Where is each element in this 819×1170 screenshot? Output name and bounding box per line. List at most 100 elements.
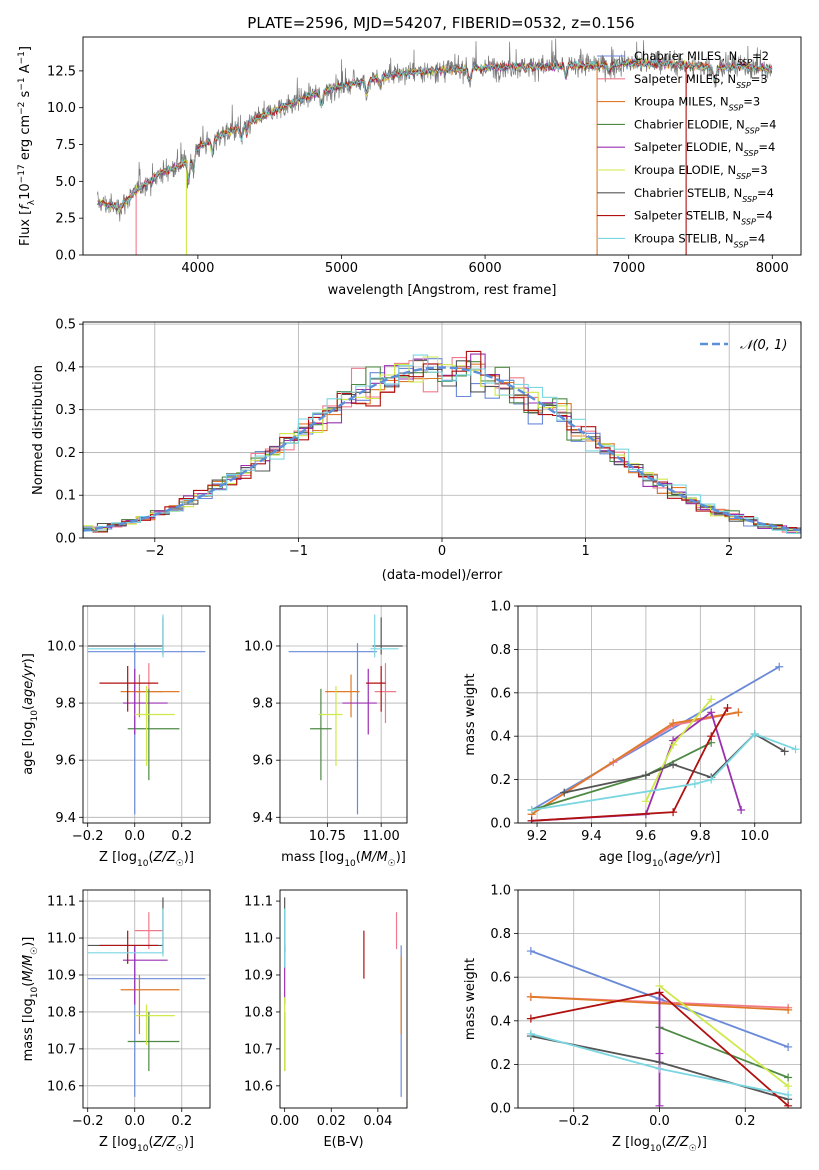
- data-point: [737, 805, 746, 814]
- plot-area-mass-weight-vs-Z: [526, 947, 793, 1108]
- y-tick-label: 9.6: [252, 754, 273, 769]
- y-tick-label: 9.8: [252, 697, 273, 712]
- data-point: [784, 1005, 793, 1014]
- axes-age-vs-Z: −0.2 0.0 0.2 9.4 9.6 9.8 10.0 Z [log10(Z/Z☉)] ag…: [21, 605, 211, 869]
- data-point: [526, 992, 535, 1001]
- legend-nssp: =4: [748, 231, 765, 245]
- data-point: [669, 808, 678, 817]
- data-point: [641, 797, 650, 806]
- data-point: [791, 745, 800, 754]
- data-point: [707, 732, 716, 741]
- y-tick-label: 5.0: [55, 175, 76, 190]
- x-tick-label: 9.4: [581, 829, 602, 844]
- data-point: [707, 708, 716, 717]
- data-point: [655, 1049, 664, 1058]
- x-axis-label: (data-model)/error: [382, 568, 503, 583]
- y-axis-label: Normed distribution: [31, 365, 46, 495]
- x-tick-label: 2: [725, 544, 733, 559]
- data-point: [655, 1101, 664, 1108]
- plot-area-age-vs-mass: [288, 614, 403, 815]
- data-point: [750, 730, 759, 739]
- y-tick-label: 10.6: [244, 1079, 273, 1094]
- data-point: [784, 1090, 793, 1099]
- x-tick-label: 0.0: [124, 829, 145, 844]
- x-tick-label: 9.8: [690, 829, 711, 844]
- legend-label: Salpeter STELIB, NSSP=4: [634, 209, 773, 227]
- data-point: [655, 988, 664, 997]
- legend-label: 𝒩(0, 1): [740, 338, 787, 353]
- x-tick-label: 9.2: [527, 829, 548, 844]
- y-tick-label: 0.0: [490, 817, 511, 832]
- legend-series-name: Chabrier MILES, N: [634, 49, 737, 63]
- x-tick-label: 0.2: [735, 1114, 756, 1129]
- histogram-series: [83, 356, 801, 534]
- legend-label: Salpeter MILES, NSSP=3: [634, 72, 768, 90]
- y-tick-label: 10.9: [244, 968, 273, 983]
- data-point: [527, 805, 536, 814]
- x-tick-label: 0.2: [171, 829, 192, 844]
- y-tick-label: 7.5: [55, 138, 76, 153]
- series-line: [564, 732, 786, 794]
- legend-nssp: =4: [757, 186, 774, 200]
- y-tick-label: 10.7: [244, 1042, 273, 1057]
- legend-series-name: Chabrier ELODIE, N: [634, 117, 745, 131]
- y-tick-label: 10.8: [47, 1005, 76, 1020]
- x-axis-label: E(B-V): [323, 1135, 363, 1150]
- legend-label: Salpeter ELODIE, NSSP=4: [634, 140, 775, 158]
- figure-title: PLATE=2596, MJD=54207, FIBERID=0532, z=0…: [247, 14, 634, 32]
- y-tick-label: 12.5: [47, 64, 76, 79]
- x-tick-label: −0.2: [72, 829, 104, 844]
- data-point: [669, 760, 678, 769]
- y-tick-label: 11.0: [47, 932, 76, 947]
- legend-label: Kroupa MILES, NSSP=3: [634, 95, 760, 113]
- legend-label: Kroupa STELIB, NSSP=4: [634, 231, 765, 249]
- legend-label: Chabrier MILES, NSSP=2: [634, 49, 769, 67]
- y-tick-label: 10.0: [47, 101, 76, 116]
- legend-nssp: =4: [758, 140, 775, 154]
- y-tick-label: 9.4: [55, 811, 76, 826]
- data-point: [723, 703, 732, 712]
- data-point: [669, 719, 678, 728]
- plot-layer: 4000 5000 6000 7000 80000.02.55.07.510.012.5…: [17, 36, 802, 1154]
- y-tick-label: 0.2: [490, 773, 511, 788]
- x-tick-label: 10.75: [309, 829, 346, 844]
- y-tick-label: 0.1: [55, 489, 76, 504]
- plot-area-mass-weight-vs-age: [527, 662, 800, 823]
- x-axis-label: Z [log10(Z/Z☉)]: [99, 850, 194, 869]
- axes-mass-vs-ebv: 0.00 0.02 0.04 10.6 10.7 10.8 10.9 11.0 11.1 E(B-…: [244, 889, 408, 1150]
- y-tick-label: 0.8: [490, 643, 511, 658]
- x-tick-label: 5000: [325, 261, 358, 276]
- legend-label: Chabrier ELODIE, NSSP=4: [634, 117, 776, 135]
- y-tick-label: 9.6: [55, 754, 76, 769]
- data-point: [526, 1014, 535, 1023]
- y-tick-label: 0.0: [55, 532, 76, 547]
- x-tick-label: 7000: [612, 261, 645, 276]
- legend-series-name: Salpeter STELIB, N: [634, 209, 741, 223]
- x-tick-label: 0.2: [171, 1114, 192, 1129]
- legend-nssp: =3: [751, 163, 768, 177]
- x-tick-label: 0.0: [124, 1114, 145, 1129]
- data-point: [527, 816, 536, 823]
- x-tick-label: 11.00: [363, 829, 400, 844]
- data-point: [784, 1082, 793, 1091]
- series-line: [531, 707, 729, 822]
- legend-nssp: =4: [756, 209, 773, 223]
- x-tick-label: 0.0: [649, 1114, 670, 1129]
- axes-frame: [82, 605, 211, 824]
- legend-series-name: Kroupa MILES, N: [634, 95, 729, 109]
- x-tick-label: −0.2: [558, 1114, 590, 1129]
- axes-frame: [279, 889, 408, 1109]
- legend-series-name: Salpeter ELODIE, N: [634, 140, 744, 154]
- y-axis-label: mass [log10(M/M☉)]: [21, 937, 40, 1062]
- legend-label: Chabrier STELIB, NSSP=4: [634, 186, 774, 204]
- plot-area-residuals: [83, 350, 801, 538]
- y-tick-label: 10.0: [47, 639, 76, 654]
- x-tick-label: −0.2: [72, 1114, 104, 1129]
- x-tick-label: 10.0: [740, 829, 769, 844]
- legend-series-name: Salpeter MILES, N: [634, 72, 736, 86]
- legend-nssp: =4: [760, 117, 777, 131]
- x-tick-label: 0.00: [270, 1114, 299, 1129]
- y-tick-label: 11.1: [47, 895, 76, 910]
- x-tick-label: 4000: [181, 261, 214, 276]
- plot-area-mass-vs-ebv: [284, 897, 402, 1097]
